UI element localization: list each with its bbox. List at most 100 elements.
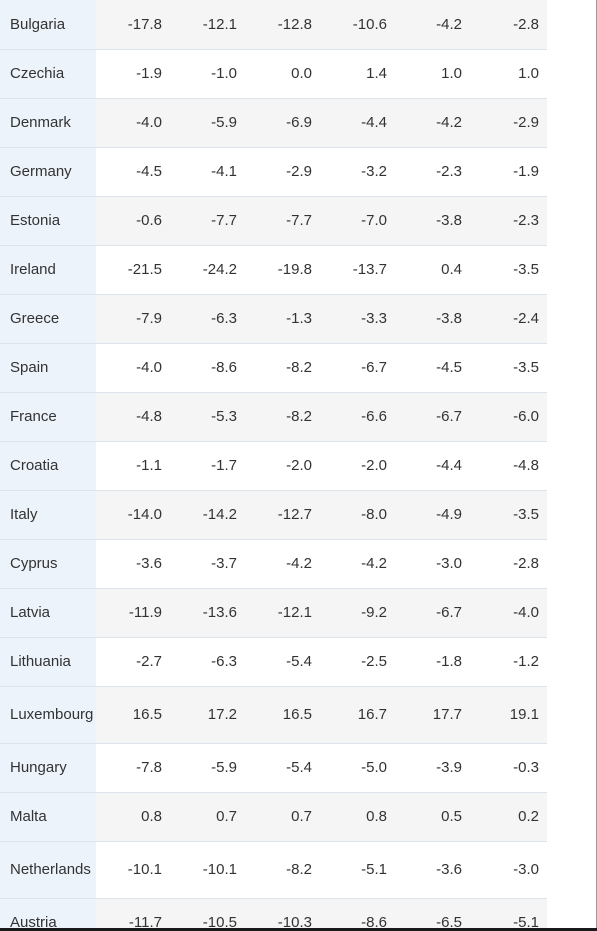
value-cell: -0.6 xyxy=(96,196,170,246)
value-cell: -4.4 xyxy=(395,441,470,491)
table-row: Spain -4.0 -8.6 -8.2 -6.7 -4.5 -3.5 xyxy=(0,343,547,393)
value-cell: -0.3 xyxy=(470,743,547,793)
value-cell: -6.9 xyxy=(245,98,320,148)
value-cell: -1.9 xyxy=(96,49,170,99)
country-cell: Spain xyxy=(0,343,96,393)
value-cell: 0.0 xyxy=(245,49,320,99)
value-cell: -6.7 xyxy=(395,392,470,442)
value-cell: -2.3 xyxy=(395,147,470,197)
value-cell: 0.7 xyxy=(170,792,245,842)
country-cell: Malta xyxy=(0,792,96,842)
value-cell: -3.3 xyxy=(320,294,395,344)
value-cell: -4.0 xyxy=(470,588,547,638)
value-cell: -3.5 xyxy=(470,245,547,295)
table-row: Germany -4.5 -4.1 -2.9 -3.2 -2.3 -1.9 xyxy=(0,147,547,197)
value-cell: -9.2 xyxy=(320,588,395,638)
country-cell: Estonia xyxy=(0,196,96,246)
value-cell: -7.8 xyxy=(96,743,170,793)
table-row: Croatia -1.1 -1.7 -2.0 -2.0 -4.4 -4.8 xyxy=(0,441,547,491)
value-cell: -2.9 xyxy=(470,98,547,148)
value-cell: -12.1 xyxy=(245,588,320,638)
value-cell: -7.0 xyxy=(320,196,395,246)
table-row: Latvia -11.9 -13.6 -12.1 -9.2 -6.7 -4.0 xyxy=(0,588,547,638)
table-row: Cyprus -3.6 -3.7 -4.2 -4.2 -3.0 -2.8 xyxy=(0,539,547,589)
value-cell: -3.9 xyxy=(395,743,470,793)
value-cell: -6.3 xyxy=(170,294,245,344)
value-cell: 17.2 xyxy=(170,686,245,744)
country-cell: Greece xyxy=(0,294,96,344)
value-cell: -6.5 xyxy=(395,898,470,928)
table-row: Ireland -21.5 -24.2 -19.8 -13.7 0.4 -3.5 xyxy=(0,245,547,295)
value-cell: -10.5 xyxy=(170,898,245,928)
value-cell: -11.7 xyxy=(96,898,170,928)
value-cell: 0.8 xyxy=(320,792,395,842)
country-cell: Luxembourg xyxy=(0,686,96,744)
value-cell: -1.8 xyxy=(395,637,470,687)
value-cell: -4.4 xyxy=(320,98,395,148)
value-cell: -6.3 xyxy=(170,637,245,687)
table-row: Bulgaria -17.8 -12.1 -12.8 -10.6 -4.2 -2… xyxy=(0,0,547,50)
value-cell: -14.2 xyxy=(170,490,245,540)
table-row: Denmark -4.0 -5.9 -6.9 -4.4 -4.2 -2.9 xyxy=(0,98,547,148)
value-cell: -24.2 xyxy=(170,245,245,295)
value-cell: -8.2 xyxy=(245,343,320,393)
value-cell: -4.0 xyxy=(96,98,170,148)
value-cell: -3.5 xyxy=(470,343,547,393)
value-cell: -5.9 xyxy=(170,743,245,793)
country-cell: Croatia xyxy=(0,441,96,491)
country-cell: Netherlands xyxy=(0,841,96,899)
value-cell: -5.1 xyxy=(470,898,547,928)
scroll-container-bottom-edge xyxy=(0,928,597,931)
value-cell: -2.3 xyxy=(470,196,547,246)
value-cell: -8.0 xyxy=(320,490,395,540)
value-cell: -4.1 xyxy=(170,147,245,197)
table-row: Luxembourg 16.5 17.2 16.5 16.7 17.7 19.1 xyxy=(0,686,547,744)
value-cell: -7.7 xyxy=(170,196,245,246)
value-cell: -1.2 xyxy=(470,637,547,687)
value-cell: -13.6 xyxy=(170,588,245,638)
value-cell: -12.7 xyxy=(245,490,320,540)
value-cell: -10.1 xyxy=(170,841,245,899)
value-cell: 0.8 xyxy=(96,792,170,842)
country-cell: Italy xyxy=(0,490,96,540)
value-cell: -2.9 xyxy=(245,147,320,197)
value-cell: 1.0 xyxy=(395,49,470,99)
value-cell: -5.1 xyxy=(320,841,395,899)
table-row: Netherlands -10.1 -10.1 -8.2 -5.1 -3.6 -… xyxy=(0,841,547,899)
value-cell: -1.1 xyxy=(96,441,170,491)
value-cell: 0.4 xyxy=(395,245,470,295)
value-cell: -10.1 xyxy=(96,841,170,899)
value-cell: -4.2 xyxy=(320,539,395,589)
value-cell: -21.5 xyxy=(96,245,170,295)
value-cell: -3.8 xyxy=(395,294,470,344)
value-cell: -14.0 xyxy=(96,490,170,540)
value-cell: -2.4 xyxy=(470,294,547,344)
value-cell: -13.7 xyxy=(320,245,395,295)
value-cell: -7.7 xyxy=(245,196,320,246)
value-cell: -2.0 xyxy=(245,441,320,491)
value-cell: -3.6 xyxy=(96,539,170,589)
value-cell: -4.2 xyxy=(395,98,470,148)
country-cell: Germany xyxy=(0,147,96,197)
value-cell: -17.8 xyxy=(96,0,170,50)
value-cell: -2.5 xyxy=(320,637,395,687)
value-cell: -5.0 xyxy=(320,743,395,793)
value-cell: -8.6 xyxy=(170,343,245,393)
country-cell: Cyprus xyxy=(0,539,96,589)
value-cell: -3.0 xyxy=(395,539,470,589)
value-cell: -19.8 xyxy=(245,245,320,295)
country-cell: Hungary xyxy=(0,743,96,793)
value-cell: -4.5 xyxy=(395,343,470,393)
value-cell: 16.7 xyxy=(320,686,395,744)
value-cell: -3.8 xyxy=(395,196,470,246)
value-cell: -8.6 xyxy=(320,898,395,928)
country-cell: Latvia xyxy=(0,588,96,638)
value-cell: -4.2 xyxy=(395,0,470,50)
table-row: Austria -11.7 -10.5 -10.3 -8.6 -6.5 -5.1 xyxy=(0,898,547,928)
value-cell: -12.8 xyxy=(245,0,320,50)
value-cell: -4.8 xyxy=(470,441,547,491)
value-cell: -11.9 xyxy=(96,588,170,638)
value-cell: -5.4 xyxy=(245,637,320,687)
value-cell: 0.2 xyxy=(470,792,547,842)
